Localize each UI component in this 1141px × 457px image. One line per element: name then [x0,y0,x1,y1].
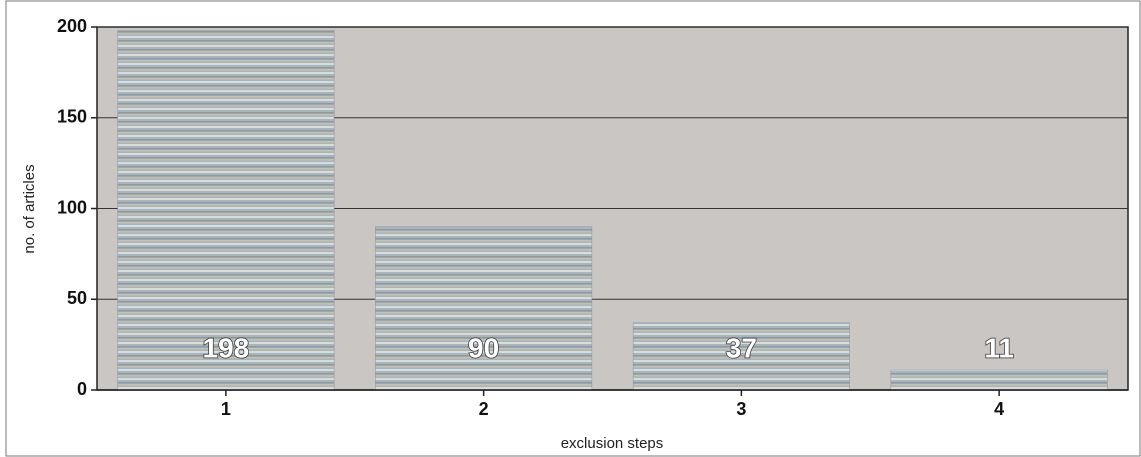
y-tick-label: 100 [57,197,87,217]
x-tick-label: 4 [994,399,1004,419]
y-tick-label: 200 [57,16,87,36]
chart: exclusion steps no. of articles 0 50 100 15… [0,0,1141,457]
x-axis-title: exclusion steps [561,435,664,452]
y-tick-label: 150 [57,107,87,127]
y-tick-label: 0 [77,379,87,399]
x-tick-label: 2 [479,399,489,419]
bar [375,227,592,390]
bar [891,370,1108,390]
y-axis-title: no. of articles [21,164,38,253]
data-label: 11 [984,332,1014,363]
data-label: 90 [468,332,499,363]
data-label: 37 [726,332,757,363]
y-tick-label: 50 [67,288,87,308]
x-tick-label: 3 [736,399,746,419]
x-tick-label: 1 [221,399,231,419]
data-label: 198 [203,332,250,363]
